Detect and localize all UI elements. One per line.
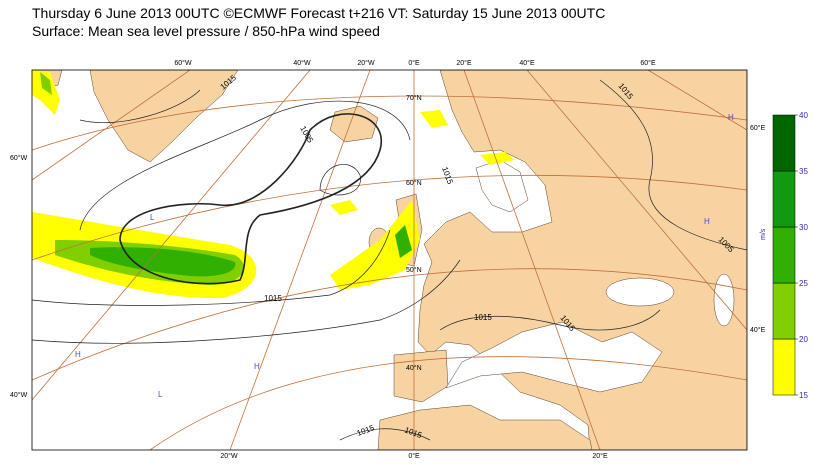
lat-label: 50°N xyxy=(406,266,422,274)
lon-label: 60°E xyxy=(640,59,656,67)
colorbar-tick-label: 35 xyxy=(799,167,808,176)
lon-label: 60°W xyxy=(174,59,192,67)
colorbar-tick-label: 25 xyxy=(799,279,808,288)
lat-label: 40°N xyxy=(406,364,422,372)
pressure-center: L xyxy=(158,390,163,399)
colorbar-segment xyxy=(772,282,796,340)
lon-label: 60°E xyxy=(750,124,766,132)
pressure-center: H xyxy=(254,362,260,371)
lon-label: 20°W xyxy=(220,452,238,460)
lon-label: 40°E xyxy=(519,59,535,67)
pressure-center: H xyxy=(75,350,81,359)
lon-label: 20°W xyxy=(357,59,375,67)
pressure-center: H xyxy=(728,113,734,122)
lat-label: 60°N xyxy=(406,179,422,187)
colorbar-tick-label: 20 xyxy=(799,335,808,344)
lon-label: 20°E xyxy=(592,452,608,460)
isobar-label: 1015 xyxy=(264,294,282,303)
map-area xyxy=(32,70,747,450)
lon-label: 60°W xyxy=(10,154,28,162)
isobar-label: 1015 xyxy=(474,313,492,322)
colorbar: 15 20 25 30 35 40 xyxy=(772,111,808,400)
pressure-center: L xyxy=(150,213,155,222)
pressure-center: H xyxy=(704,217,710,226)
lon-label: 0°E xyxy=(408,452,420,460)
colorbar-segment xyxy=(772,338,796,396)
lon-label: 0°E xyxy=(408,59,420,67)
lon-label: 40°E xyxy=(750,326,766,334)
lon-label: 40°W xyxy=(293,59,311,67)
subtitle: Surface: Mean sea level pressure / 850-h… xyxy=(32,23,380,39)
colorbar-unit: m/s xyxy=(760,228,767,240)
title: Thursday 6 June 2013 00UTC ©ECMWF Foreca… xyxy=(32,5,605,21)
colorbar-segment xyxy=(772,226,796,284)
colorbar-tick-label: 30 xyxy=(799,223,808,232)
lat-label: 70°N xyxy=(406,94,422,102)
colorbar-tick-label: 15 xyxy=(799,391,808,400)
lon-label: 40°W xyxy=(10,391,28,399)
colorbar-tick-label: 40 xyxy=(799,111,808,120)
colorbar-segment xyxy=(772,170,796,228)
colorbar-segment xyxy=(772,114,796,172)
lon-label: 20°E xyxy=(456,59,472,67)
